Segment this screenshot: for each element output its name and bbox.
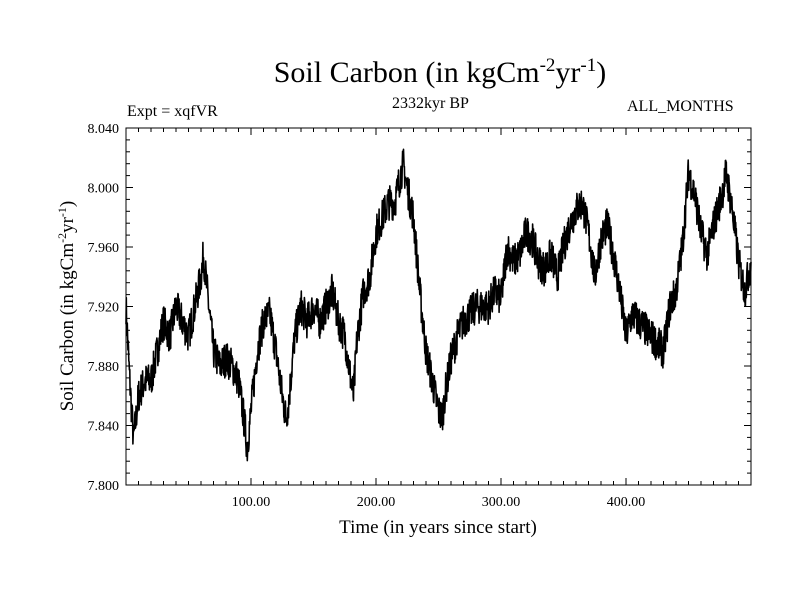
y-axis-title: Soil Carbon (in kgCm-2yr-1) [55,201,78,412]
tick-marks [126,128,751,485]
chart-title: Soil Carbon (in kgCm-2yr-1) [273,55,607,89]
tick-labels: 100.00 200.00 300.00 400.00 7.800 7.840 7.880 7… [88,122,646,510]
y-tick-label: 8.000 [88,182,120,197]
y-tick-label: 7.920 [88,301,120,316]
months-label: ALL_MONTHS [627,98,734,115]
x-tick-label: 300.00 [482,495,521,510]
x-axis-title: Time (in years since start) [339,517,537,538]
y-tick-label: 7.960 [88,241,120,256]
experiment-label: Expt = xqfVR [127,103,218,120]
x-tick-label: 400.00 [607,495,646,510]
y-tick-label: 7.840 [88,420,120,435]
y-tick-label: 7.800 [88,479,120,494]
x-tick-label: 100.00 [232,495,271,510]
period-label: 2332kyr BP [392,95,469,112]
series-line [125,148,752,462]
x-tick-label: 200.00 [357,495,396,510]
y-tick-label: 8.040 [88,122,120,137]
y-tick-label: 7.880 [88,360,120,375]
plot-frame [125,127,752,486]
